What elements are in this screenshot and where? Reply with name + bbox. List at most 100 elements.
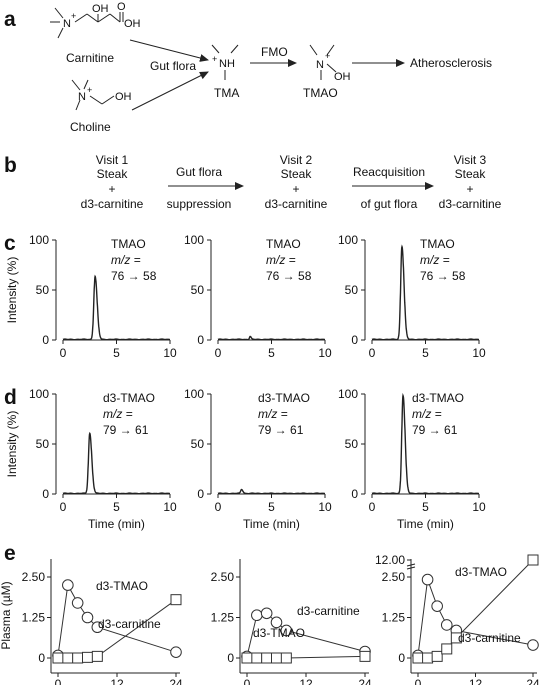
series-d3-carnitine [412,573,539,662]
axis-break [406,566,416,570]
y-tick-label: 50 [191,283,205,297]
x-tick-label: 5 [422,500,429,514]
y-tick-label: 1.25 [22,611,46,625]
panel-b-design: Visit 1 Steak + d3-carnitine Gut flora s… [81,153,502,211]
svg-text:+: + [71,11,76,21]
data-point-circle [440,619,453,631]
data-point-circle [280,624,293,637]
x-tick-label: 24 [169,677,183,685]
data-point-circle [170,646,182,658]
data-point-circle [62,579,74,591]
y-axis-label: Intensity (%) [5,257,19,324]
series-label: d3-carnitine [98,617,161,631]
y-tick-label: 2.50 [22,570,46,584]
arrow1-label-top: Gut flora [176,165,222,179]
x-axis-label: Time (min) [88,517,145,531]
series-d3-TMAO [412,554,539,664]
data-point-square [412,652,424,664]
chromatogram-trace [371,392,480,495]
x-tick-label: 5 [113,346,120,360]
x-tick-label: 12 [469,677,483,685]
x-tick-label: 10 [318,500,332,514]
panel-label-d: d [4,386,17,409]
arrow2-label-top: Reacquisition [353,165,425,179]
y-axis-label: Plasma (µM) [0,581,13,649]
y-tick-label: 50 [36,283,50,297]
data-point-square [527,554,539,566]
y-tick-label: 50 [36,437,50,451]
x-tick-label: 5 [422,346,429,360]
svg-text:Visit 3: Visit 3 [454,153,487,167]
annotation-line: d3-TMAO [412,391,464,405]
data-point-square [72,652,84,664]
x-tick-label: 0 [215,500,222,514]
data-point-square [91,650,103,662]
atherosclerosis-label: Atherosclerosis [410,56,492,70]
data-point-circle [91,621,104,634]
annotation-line: m/z = [103,407,133,421]
svg-text:OH: OH [334,71,351,83]
series-line [417,579,534,656]
data-point-circle [251,609,263,622]
y-tick-label: 100 [338,387,358,401]
annotation-line: TMAO [111,237,146,251]
annotation-line: m/z = [412,407,442,421]
choline-structure [71,79,115,111]
fmo-label: FMO [261,45,288,59]
axis-break [406,563,416,567]
chromatogram-trace [62,274,171,341]
x-tick-label: 5 [268,346,275,360]
data-point-circle [527,639,539,651]
data-point-square [241,652,253,664]
annotation-line: m/z = [420,253,450,267]
y-tick-label: 100 [338,233,358,247]
y-tick-label: 0 [197,487,204,501]
svg-text:+: + [466,182,473,196]
y-tick-label: 0 [227,651,234,665]
carnitine-structure [50,7,124,39]
y-axis-label: Intensity (%) [5,411,19,478]
y-tick-label: 100 [184,233,204,247]
panel-label-a: a [4,8,16,31]
series-line [57,583,177,656]
data-point-circle [270,616,283,629]
annotation-line: 79 → 61 [258,423,304,437]
y-tick-label: 0 [38,651,45,665]
x-tick-label: 10 [163,346,177,360]
tmao-label: TMAO [303,86,338,100]
chromatogram-trace [217,335,326,341]
chromatogram-trace [371,244,480,341]
y-tick-label: 0 [42,487,49,501]
annotation-line: 76 → 58 [111,269,157,283]
x-tick-label: 0 [369,346,376,360]
x-axis-label: Time (min) [243,517,300,531]
annotation-line: TMAO [266,237,301,251]
data-point-square [359,650,371,662]
panel-label-e: e [4,542,16,565]
data-point-square [82,651,93,663]
svg-text:Steak: Steak [97,167,129,181]
svg-text:Visit 1: Visit 1 [96,153,129,167]
arrow2-label-bottom: of gut flora [361,197,418,211]
annotation-line: m/z = [258,407,288,421]
svg-text:+: + [325,51,330,61]
data-point-square [280,652,292,664]
y-tick-label: 0 [42,333,49,347]
annotation-line: 79 → 61 [103,423,149,437]
y-tick-label: 0 [197,333,204,347]
x-tick-label: 0 [60,500,67,514]
panel-label-b: b [4,154,17,177]
visit2: Visit 2 Steak + d3-carnitine [265,153,328,211]
series-labels-e1: d3-TMAO d3-carnitine [96,579,161,631]
series-labels-e3: d3-TMAO d3-carnitine [455,565,521,645]
x-tick-label: 0 [369,500,376,514]
svg-text:Steak: Steak [281,167,313,181]
data-point-square [170,594,182,606]
series-d3-TMAO [241,650,371,664]
